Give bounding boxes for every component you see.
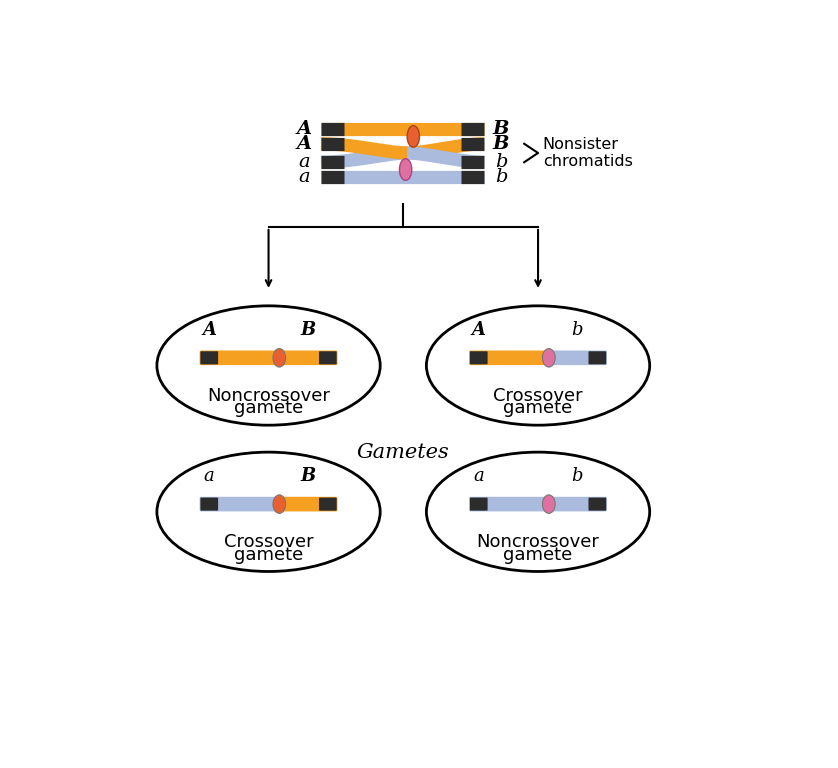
FancyBboxPatch shape: [470, 351, 488, 364]
FancyBboxPatch shape: [319, 498, 337, 511]
FancyBboxPatch shape: [277, 497, 338, 511]
Ellipse shape: [427, 306, 649, 425]
FancyBboxPatch shape: [469, 350, 551, 365]
FancyBboxPatch shape: [547, 497, 607, 511]
Text: b: b: [494, 154, 507, 171]
Text: A: A: [472, 320, 486, 339]
Text: a: a: [204, 467, 215, 485]
Text: a: a: [473, 467, 484, 485]
Text: gamete: gamete: [504, 399, 572, 417]
Text: a: a: [298, 168, 310, 186]
Text: Gametes: Gametes: [357, 443, 450, 462]
Text: B: B: [300, 467, 315, 485]
Text: Crossover: Crossover: [494, 387, 583, 405]
FancyBboxPatch shape: [199, 350, 281, 365]
Text: A: A: [202, 320, 216, 339]
FancyBboxPatch shape: [588, 498, 606, 511]
FancyBboxPatch shape: [470, 498, 488, 511]
Text: gamete: gamete: [234, 399, 303, 417]
Text: gamete: gamete: [504, 546, 572, 564]
Ellipse shape: [157, 452, 380, 571]
Ellipse shape: [407, 126, 420, 147]
Text: B: B: [300, 320, 315, 339]
Text: A: A: [297, 134, 312, 153]
Ellipse shape: [542, 349, 556, 367]
Ellipse shape: [427, 452, 649, 571]
FancyBboxPatch shape: [277, 350, 338, 365]
Ellipse shape: [400, 159, 411, 180]
FancyBboxPatch shape: [588, 351, 606, 364]
Text: B: B: [493, 134, 510, 153]
Text: Crossover: Crossover: [224, 533, 313, 551]
Ellipse shape: [157, 306, 380, 425]
Ellipse shape: [542, 495, 556, 513]
Text: gamete: gamete: [234, 546, 303, 564]
Text: Nonsister
chromatids: Nonsister chromatids: [543, 137, 633, 169]
Text: A: A: [297, 120, 312, 138]
FancyBboxPatch shape: [469, 497, 551, 511]
Ellipse shape: [273, 349, 286, 367]
Text: Noncrossover: Noncrossover: [207, 387, 330, 405]
Text: a: a: [298, 154, 310, 171]
FancyBboxPatch shape: [199, 497, 281, 511]
FancyBboxPatch shape: [200, 498, 218, 511]
Text: B: B: [493, 120, 510, 138]
FancyBboxPatch shape: [319, 351, 337, 364]
Text: Noncrossover: Noncrossover: [477, 533, 599, 551]
FancyBboxPatch shape: [200, 351, 218, 364]
FancyBboxPatch shape: [547, 350, 607, 365]
Text: b: b: [572, 467, 583, 485]
Text: b: b: [494, 168, 507, 186]
Text: b: b: [572, 320, 583, 339]
Ellipse shape: [273, 495, 286, 513]
